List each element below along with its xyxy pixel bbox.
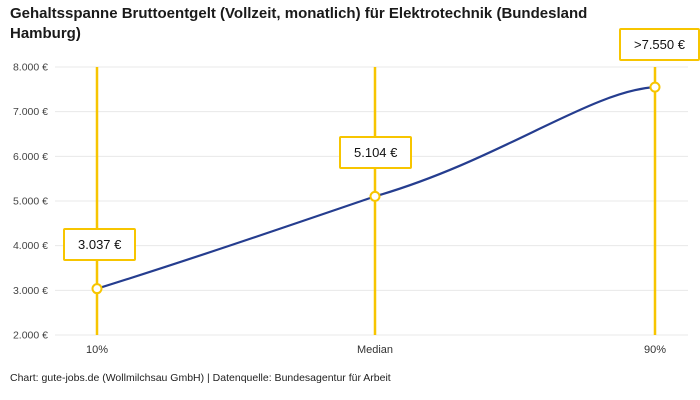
y-axis-tick-label: 6.000 €	[13, 151, 48, 163]
line-chart: 2.000 € 3.000 € 4.000 € 5.000 € 6.000 € 7.000…	[13, 62, 688, 356]
y-axis-tick-label: 7.000 €	[13, 106, 48, 118]
x-axis-tick-label: 90%	[644, 344, 666, 356]
y-axis-tick-label: 2.000 €	[13, 330, 48, 342]
annotation-10-percent-value: 3.037 €	[63, 228, 137, 261]
x-axis-tick-label: 10%	[86, 344, 108, 356]
data-point-marker	[369, 190, 381, 202]
y-axis-tick-label: 3.000 €	[13, 285, 48, 297]
y-axis-tick-label: 4.000 €	[13, 240, 48, 252]
x-axis-tick-label: Median	[357, 344, 393, 356]
chart-title: Gehaltsspanne Bruttoentgelt (Vollzeit, m…	[10, 5, 588, 43]
data-point-marker	[649, 81, 661, 93]
annotation-median-value: 5.104 €	[339, 136, 413, 169]
y-axis-tick-label: 8.000 €	[13, 62, 48, 74]
y-axis-tick-label: 5.000 €	[13, 196, 48, 208]
chart-area: 2.000 € 3.000 € 4.000 € 5.000 € 6.000 € 7.000…	[0, 28, 700, 367]
chart-source: Chart: gute-jobs.de (Wollmilchsau GmbH) …	[10, 372, 391, 384]
data-point-marker	[91, 283, 103, 295]
annotation-90-percent-value: >7.550 €	[619, 28, 700, 61]
